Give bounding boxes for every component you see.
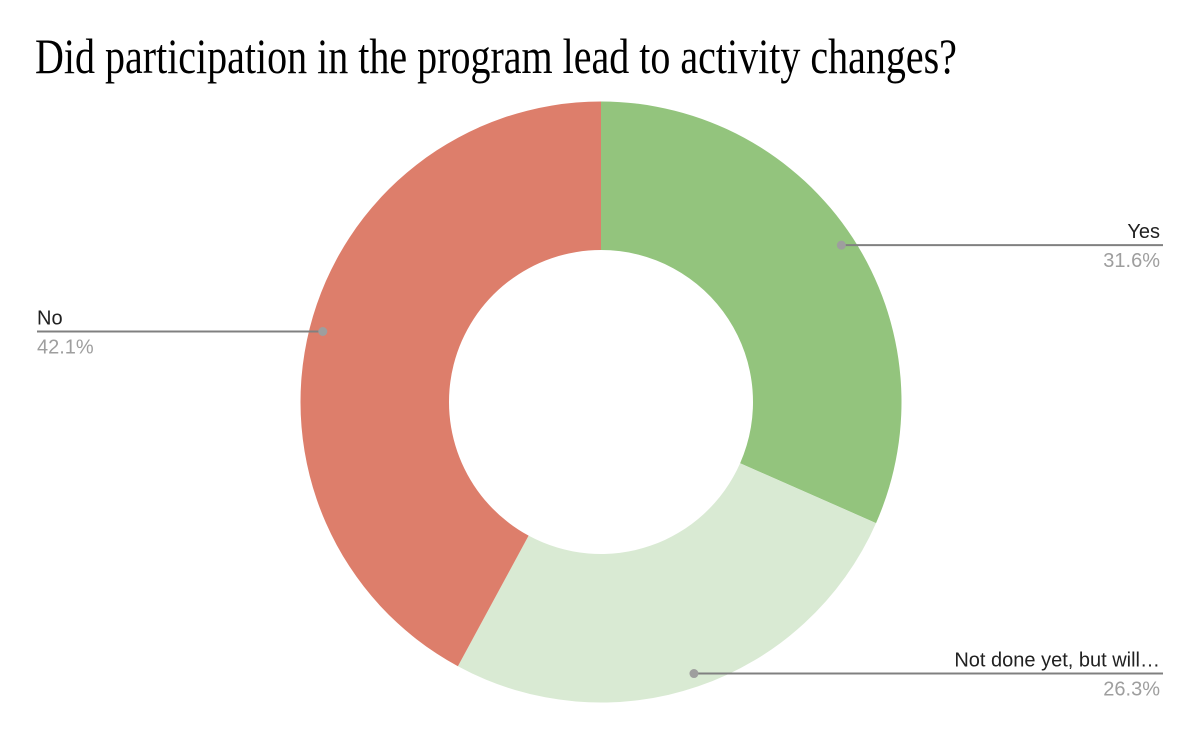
slice-percent: 42.1% (37, 336, 94, 358)
pie-slice-no[interactable] (300, 101, 601, 667)
slice-percent: 26.3% (1103, 679, 1160, 701)
slice-callout-no: No 42.1% (37, 307, 328, 358)
leader-dot (836, 240, 846, 250)
slice-label: Yes (1127, 221, 1160, 243)
slice-callout-not-done-yet-but-will: Not done yet, but will… 26.3% (689, 650, 1163, 701)
chart-title: Did participation in the program lead to… (35, 28, 957, 84)
slice-label: No (37, 307, 63, 329)
pie-slice-not-done-yet-but-will[interactable] (457, 463, 877, 703)
slice-percent: 31.6% (1103, 250, 1160, 272)
slice-callout-yes: Yes 31.6% (836, 221, 1163, 272)
leader-dot (689, 669, 699, 679)
pie-slice-yes[interactable] (601, 101, 902, 524)
leader-dot (318, 326, 328, 336)
slice-label: Not done yet, but will… (954, 650, 1160, 672)
